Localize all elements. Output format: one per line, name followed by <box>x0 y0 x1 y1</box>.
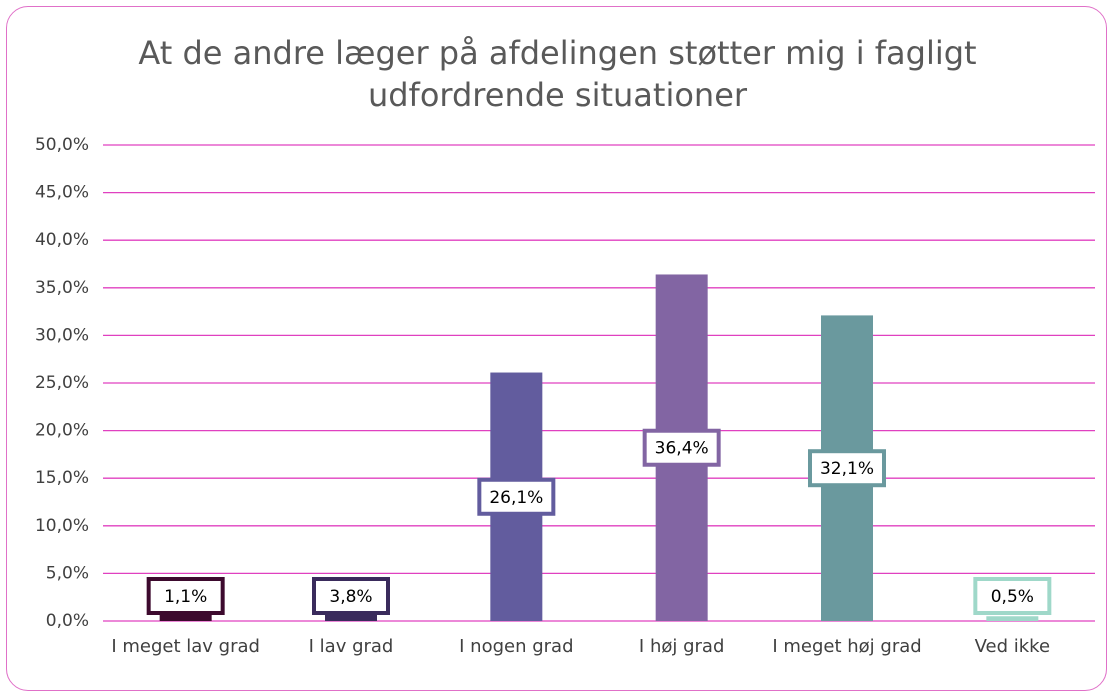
y-tick-label: 0,0% <box>46 611 89 631</box>
y-tick-label: 5,0% <box>46 563 89 583</box>
data-label-box <box>312 577 390 615</box>
data-label: 32,1% <box>820 459 874 479</box>
y-tick-label: 25,0% <box>35 373 89 393</box>
data-label-box <box>808 449 886 488</box>
x-tick-label: I meget høj grad <box>772 636 922 657</box>
bar <box>986 616 1039 621</box>
x-tick-label: I nogen grad <box>459 636 574 657</box>
data-label-box <box>477 477 556 516</box>
y-tick-label: 15,0% <box>35 468 89 488</box>
data-label-box <box>146 577 225 615</box>
x-tick-label: I meget lav grad <box>111 636 260 657</box>
y-tick-label: 35,0% <box>35 278 89 298</box>
y-tick-label: 30,0% <box>35 325 89 345</box>
x-tick-label: I høj grad <box>638 636 725 657</box>
y-tick-label: 20,0% <box>35 421 89 441</box>
data-label: 36,4% <box>655 439 709 459</box>
data-label: 26,1% <box>489 488 543 508</box>
data-label-box <box>642 428 721 467</box>
x-tick-label: Ved ikke <box>974 636 1051 657</box>
x-tick-label: I lav grad <box>308 636 394 657</box>
y-tick-label: 10,0% <box>35 516 89 536</box>
y-tick-label: 40,0% <box>35 230 89 250</box>
data-label: 3,8% <box>329 587 372 607</box>
data-label: 1,1% <box>164 587 207 607</box>
y-tick-label: 45,0% <box>35 183 89 203</box>
chart-frame <box>6 6 1107 691</box>
bar <box>159 610 212 621</box>
data-label-box <box>973 577 1052 615</box>
data-label: 0,5% <box>991 587 1034 607</box>
y-tick-label: 50,0% <box>35 135 89 155</box>
chart-title: At de andre læger på afdelingen støtter … <box>138 34 977 114</box>
